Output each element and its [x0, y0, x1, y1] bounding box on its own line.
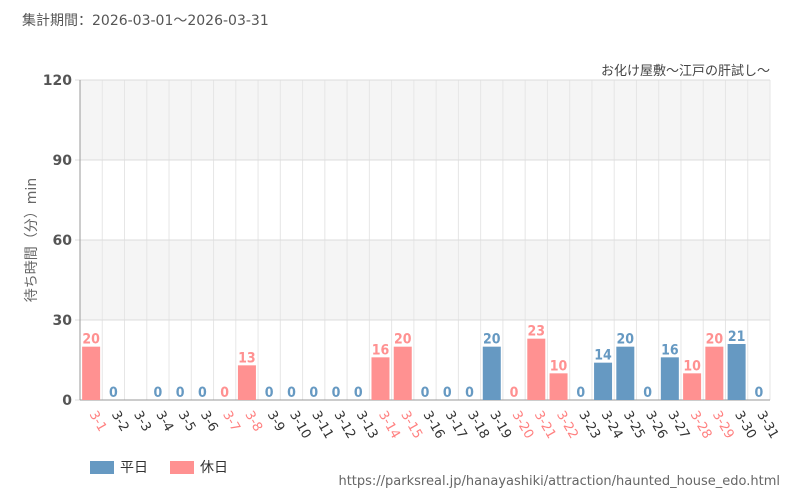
bar-value-label: 0: [754, 385, 763, 401]
x-tick-label: 3-4: [152, 409, 176, 435]
x-tick-label: 3-31: [753, 409, 781, 442]
x-tick-label: 3-23: [575, 409, 603, 442]
x-tick-label: 3-3: [130, 409, 154, 435]
bar: [616, 346, 635, 400]
x-tick-label: 3-28: [687, 409, 715, 442]
x-tick-label: 3-6: [197, 409, 221, 435]
grid-band: [80, 80, 770, 160]
bar-value-label: 21: [728, 329, 746, 345]
x-tick-label: 3-29: [709, 409, 737, 442]
bar: [705, 346, 724, 400]
bar: [393, 346, 412, 400]
legend-label-holiday: 休日: [200, 460, 228, 476]
x-tick-label: 3-12: [331, 409, 359, 442]
bar: [527, 338, 546, 400]
bar-value-label: 20: [483, 332, 501, 348]
bar-value-label: 0: [421, 385, 430, 401]
x-tick-label: 3-5: [175, 409, 199, 435]
bar-value-label: 20: [394, 332, 412, 348]
x-tick-label: 3-8: [241, 409, 265, 435]
y-tick-label: 90: [53, 153, 73, 169]
x-tick-label: 3-25: [620, 409, 648, 442]
bar-value-label: 0: [176, 385, 185, 401]
period-text: 集計期間：2026-03-01～2026-03-31: [22, 13, 269, 29]
bar-value-label: 16: [372, 342, 390, 358]
bar: [549, 373, 568, 400]
bar-value-label: 0: [287, 385, 296, 401]
bar-value-label: 20: [617, 332, 635, 348]
x-tick-label: 3-20: [509, 409, 537, 442]
bar-value-label: 0: [332, 385, 341, 401]
bar: [82, 346, 101, 400]
x-tick-label: 3-24: [598, 409, 626, 442]
x-tick-label: 3-10: [286, 409, 314, 442]
bar-value-label: 13: [238, 350, 256, 366]
x-tick-label: 3-19: [486, 409, 514, 442]
legend: 平日 休日: [90, 457, 228, 477]
x-tick-label: 3-27: [664, 409, 692, 442]
bar-value-label: 0: [443, 385, 452, 401]
x-tick-label: 3-26: [642, 409, 670, 442]
x-tick-label: 3-17: [442, 409, 470, 442]
bar-value-label: 0: [198, 385, 207, 401]
y-tick-label: 30: [53, 313, 73, 329]
x-tick-label: 3-21: [531, 409, 559, 442]
bar-value-label: 20: [706, 332, 724, 348]
legend-swatch-holiday: [170, 460, 194, 474]
bar-value-label: 0: [465, 385, 474, 401]
x-tick-label: 3-14: [375, 409, 403, 442]
legend-swatch-weekday: [90, 460, 114, 474]
x-tick-label: 3-15: [397, 409, 425, 442]
bar: [660, 357, 679, 400]
x-tick-label: 3-18: [464, 409, 492, 442]
legend-label-weekday: 平日: [120, 460, 148, 476]
bar: [482, 346, 501, 400]
bar-value-label: 0: [109, 385, 118, 401]
bar: [683, 373, 702, 400]
bar-value-label: 20: [82, 332, 100, 348]
bar-value-label: 0: [576, 385, 585, 401]
bar: [727, 344, 746, 400]
y-tick-label: 0: [62, 393, 72, 409]
bar-value-label: 0: [643, 385, 652, 401]
bar-value-label: 0: [265, 385, 274, 401]
source-url[interactable]: https://parksreal.jp/hanayashiki/attract…: [338, 474, 780, 489]
x-tick-label: 3-11: [308, 409, 336, 442]
bar-value-label: 0: [154, 385, 163, 401]
bar-value-label: 0: [220, 385, 229, 401]
bar: [371, 357, 390, 400]
bar-value-label: 16: [661, 342, 679, 358]
x-tick-label: 3-22: [553, 409, 581, 442]
bar-value-label: 0: [354, 385, 363, 401]
legend-item-holiday: 休日: [170, 457, 228, 477]
bar-value-label: 14: [594, 348, 612, 364]
legend-item-weekday: 平日: [90, 457, 148, 477]
grid-band: [80, 240, 770, 320]
y-tick-label: 120: [43, 73, 72, 89]
attraction-title: お化け屋敷～江戸の肝試し～: [600, 64, 770, 79]
bar-value-label: 10: [683, 358, 701, 374]
x-tick-label: 3-30: [731, 409, 759, 442]
x-tick-label: 3-9: [264, 409, 288, 435]
bar-value-label: 0: [510, 385, 519, 401]
bar-value-label: 23: [528, 324, 546, 340]
x-tick-label: 3-2: [108, 409, 132, 435]
bar-value-label: 10: [550, 358, 568, 374]
y-tick-label: 60: [53, 233, 73, 249]
bar: [594, 362, 613, 400]
x-tick-label: 3-16: [420, 409, 448, 442]
x-tick-label: 3-13: [353, 409, 381, 442]
x-tick-label: 3-1: [86, 409, 110, 435]
bar: [237, 365, 256, 400]
x-tick-label: 3-7: [219, 409, 243, 435]
bar-value-label: 0: [309, 385, 318, 401]
